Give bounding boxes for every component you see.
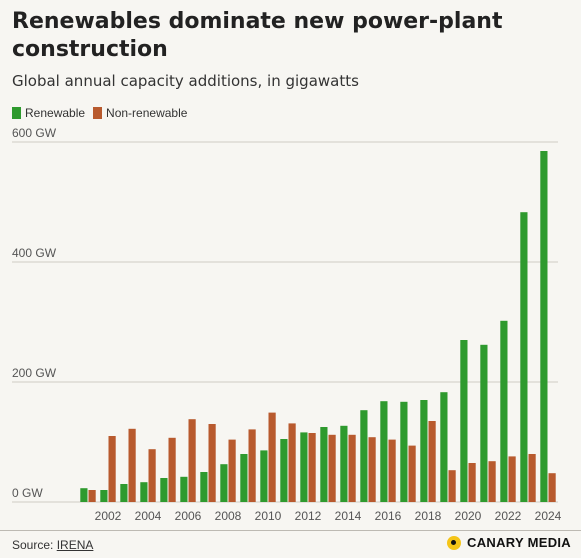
bar-renewable xyxy=(540,151,548,502)
chart-title: Renewables dominate new power-plant cons… xyxy=(12,9,503,62)
canary-logo-icon xyxy=(447,535,461,550)
bar-non-renewable xyxy=(328,434,336,502)
bar-renewable xyxy=(480,344,488,502)
x-tick-label: 2014 xyxy=(335,509,362,523)
legend: Renewable Non-renewable xyxy=(12,106,187,120)
bar-renewable xyxy=(160,478,168,502)
bar-renewable xyxy=(80,488,88,502)
x-tick-label: 2018 xyxy=(415,509,442,523)
bar-renewable xyxy=(240,454,248,502)
bar-renewable xyxy=(120,484,128,502)
bar-non-renewable xyxy=(548,473,556,502)
bar-renewable xyxy=(320,427,328,502)
bar-non-renewable xyxy=(88,490,96,502)
bar-non-renewable xyxy=(188,419,196,502)
source-link[interactable]: IRENA xyxy=(56,538,94,552)
bar-non-renewable xyxy=(168,437,176,502)
bar-non-renewable xyxy=(248,429,256,502)
bar-renewable xyxy=(380,401,388,502)
bar-renewable xyxy=(180,476,188,502)
bar-renewable xyxy=(100,490,108,502)
bar-non-renewable xyxy=(448,470,456,502)
y-tick-label: 0 GW xyxy=(12,486,43,500)
x-tick-label: 2008 xyxy=(215,509,242,523)
bar-non-renewable xyxy=(268,412,276,502)
bar-non-renewable xyxy=(368,437,376,502)
bar-non-renewable xyxy=(408,445,416,502)
x-tick-label: 2010 xyxy=(255,509,282,523)
x-tick-label: 2002 xyxy=(95,509,122,523)
y-tick-label: 200 GW xyxy=(12,366,57,380)
bar-renewable xyxy=(140,482,148,502)
x-tick-label: 2022 xyxy=(495,509,522,523)
x-tick-label: 2016 xyxy=(375,509,402,523)
x-tick-label: 2004 xyxy=(135,509,162,523)
bar-non-renewable xyxy=(108,436,116,502)
bar-non-renewable xyxy=(228,439,236,502)
bar-renewable xyxy=(300,432,308,502)
x-tick-label: 2006 xyxy=(175,509,202,523)
bar-renewable xyxy=(260,450,268,502)
bar-non-renewable xyxy=(508,456,516,502)
footer-divider xyxy=(0,530,581,531)
bar-renewable xyxy=(420,400,428,502)
x-tick-label: 2024 xyxy=(535,509,562,523)
legend-swatch-non-renewable xyxy=(93,107,103,119)
legend-label-renewable: Renewable xyxy=(25,106,86,120)
bar-renewable xyxy=(220,464,228,502)
bar-non-renewable xyxy=(208,424,216,502)
bar-non-renewable xyxy=(308,433,316,502)
source-label: Source: xyxy=(12,538,54,552)
brand-name: CANARY MEDIA xyxy=(467,535,571,550)
chart-subtitle: Global annual capacity additions, in gig… xyxy=(12,72,359,90)
bar-renewable xyxy=(500,320,508,502)
x-tick-label: 2020 xyxy=(455,509,482,523)
bar-non-renewable xyxy=(288,423,296,502)
bar-non-renewable xyxy=(128,428,136,502)
bar-renewable xyxy=(440,392,448,502)
bar-non-renewable xyxy=(388,439,396,502)
bar-non-renewable xyxy=(488,461,496,502)
legend-item-renewable: Renewable xyxy=(12,106,85,120)
bar-non-renewable xyxy=(148,449,156,502)
y-tick-label: 600 GW xyxy=(12,126,57,140)
bar-renewable xyxy=(340,425,348,502)
y-tick-label: 400 GW xyxy=(12,246,57,260)
legend-label-non-renewable: Non-renewable xyxy=(106,106,188,120)
x-tick-label: 2012 xyxy=(295,509,322,523)
bar-non-renewable xyxy=(528,454,536,502)
source-note: Source: IRENA xyxy=(12,538,93,552)
bar-non-renewable xyxy=(428,421,436,502)
legend-swatch-renewable xyxy=(12,107,21,119)
bar-renewable xyxy=(280,439,288,502)
brand-logo: CANARY MEDIA xyxy=(447,535,571,550)
legend-item-non-renewable: Non-renewable xyxy=(93,106,187,120)
bar-renewable xyxy=(400,401,408,502)
bar-renewable xyxy=(360,410,368,502)
bar-non-renewable xyxy=(468,463,476,502)
bar-renewable xyxy=(520,212,528,502)
bar-chart: 0 GW 200 GW 400 GW 600 GW 2002 2004 2006 2008 20… xyxy=(12,126,562,523)
bar-renewable xyxy=(460,340,468,502)
bar-renewable xyxy=(200,472,208,502)
bar-non-renewable xyxy=(348,434,356,502)
